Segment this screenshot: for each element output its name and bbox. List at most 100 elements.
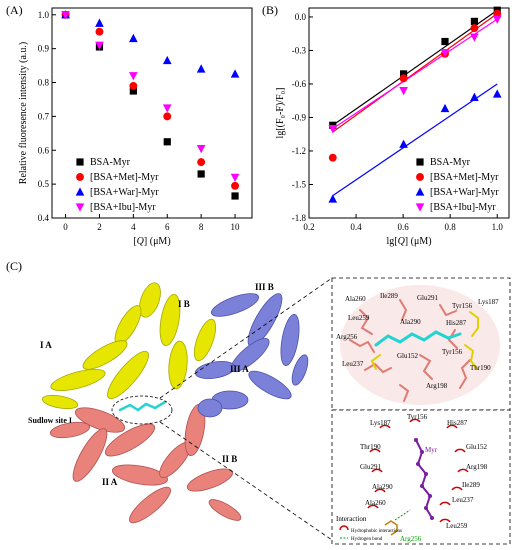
plot-frame: [51, 7, 253, 219]
y-tick-label: -0.6: [292, 79, 307, 89]
x-tick-label: 2: [97, 222, 102, 232]
legend-marker: [416, 173, 424, 181]
y-axis-label: Relative fluoresence intensity (a.u.): [18, 42, 29, 184]
data-point: [230, 173, 240, 183]
protein-structure: [41, 282, 309, 524]
data-point: [441, 37, 449, 46]
plot-frame: [308, 7, 510, 219]
panel-label-a: (A): [6, 3, 23, 17]
data-point: [470, 33, 479, 42]
res2d-ala290: Ala290: [372, 483, 393, 491]
fit-line: [332, 83, 498, 197]
legend-marker: [76, 173, 84, 181]
y-tick-label: 0.5: [38, 179, 50, 189]
ligand-3d: [118, 400, 167, 412]
res2d-ile289: Ile289: [462, 481, 480, 489]
res3d-thr190: Thr190: [470, 364, 491, 372]
legend2d-hydrophobic: Hydrophobic interactions: [351, 529, 402, 534]
res3d-ile289: Ile289: [380, 292, 398, 300]
y-tick-label: 0.0: [295, 12, 307, 22]
x-tick-label: 6: [165, 222, 170, 232]
x-tick-label: 0.6: [397, 222, 409, 232]
data-point: [399, 70, 408, 78]
legend-label: [BSA+Met]-Myr: [430, 172, 499, 183]
legend-marker: [415, 203, 425, 212]
res3d-tyr156-b: Tyr156: [442, 348, 463, 356]
data-point: [470, 17, 479, 26]
y-tick-label: 0.9: [38, 44, 50, 54]
legend-marker: [416, 158, 424, 166]
data-point: [163, 138, 171, 146]
domain-label-IIB: II B: [222, 454, 237, 464]
zoom-line-bottom: [159, 421, 333, 541]
x-tick-label: 8: [199, 222, 204, 232]
data-point: [399, 139, 408, 148]
data-point: [196, 144, 206, 154]
res3d-glu291: Glu291: [417, 294, 439, 302]
res3d-his287: His287: [446, 319, 467, 327]
res2d-ala260: Ala260: [365, 499, 386, 507]
y-tick-label: 0.4: [38, 213, 50, 223]
binding-site-circle: [111, 395, 173, 425]
data-point: [95, 41, 104, 50]
chart-a: 0 2 4 6 8 10 0.4 0.5 0.6 0.7 0.8 0.9 1.0 [Q] (μM) Rela…: [18, 7, 253, 247]
data-point: [440, 103, 450, 113]
y-tick-label: -1.2: [292, 146, 306, 156]
legend-label: BSA-Myr: [90, 157, 131, 168]
legend-label: BSA-Myr: [430, 157, 471, 168]
data-point: [95, 18, 104, 27]
data-point: [129, 72, 138, 81]
domain-III-ribbon: [194, 293, 309, 418]
data-point: [493, 9, 502, 18]
y-tick-label: -1.8: [292, 213, 307, 223]
y-tick-label: 0.7: [38, 111, 50, 121]
data-point: [470, 92, 479, 101]
res2d-leu237: Leu237: [452, 496, 474, 504]
res3d-leu259: Leu259: [348, 314, 370, 322]
res2d-lys187: Lys187: [370, 419, 391, 427]
legend-marker: [75, 203, 85, 212]
y-tick-label: -1.5: [292, 179, 307, 189]
data-point: [162, 55, 172, 65]
inset-2d: [331, 409, 511, 545]
fit-line: [332, 13, 498, 133]
legend-label: [BSA+Met]-Myr: [90, 172, 159, 183]
y-tick-label: 0.8: [38, 78, 50, 88]
data-point: [197, 158, 206, 167]
site-label: Sudlow site I: [28, 416, 72, 425]
x-tick-label: 0.4: [350, 222, 362, 232]
res2d-leu259: Leu259: [446, 522, 468, 530]
x-axis-label: lg[Q] (μM): [386, 236, 431, 247]
data-point: [399, 87, 408, 96]
res2d-tyr156: Tyr156: [407, 413, 428, 421]
inset-3d: [331, 277, 511, 411]
y-tick-label: 0.6: [38, 145, 50, 155]
domain-II-ribbon: [49, 403, 242, 524]
data-point: [61, 11, 70, 20]
data-point: [162, 104, 172, 113]
res2d-myr: Myr: [425, 446, 438, 454]
data-point: [328, 194, 338, 203]
domain-label-IA: I A: [40, 340, 52, 350]
legend2d-hbond: Hydrogen bond: [351, 537, 383, 542]
data-point: [129, 33, 138, 43]
panel-label-c: (C): [6, 259, 22, 273]
domain-I-ribbon: [41, 282, 217, 410]
domain-label-IIA: II A: [102, 477, 118, 487]
domain-label-IIIA: III A: [230, 364, 249, 374]
data-point: [163, 112, 172, 121]
data-point: [328, 153, 337, 162]
data-point: [95, 27, 104, 36]
res2d-his287: His287: [447, 419, 468, 427]
data-point: [197, 170, 205, 178]
res2d-thr190: Thr190: [360, 443, 381, 451]
x-tick-label: 0: [63, 222, 68, 232]
y-axis-label: lg[(F₀-F)/F₀]: [275, 88, 286, 139]
res3d-ala260: Ala260: [345, 295, 366, 303]
data-point: [492, 89, 502, 98]
res2d-glu152: Glu152: [466, 443, 488, 451]
domain-label-IIIB: III B: [255, 282, 274, 292]
res2d-arg256: Arg256: [400, 535, 422, 543]
chart-b: 0.2 0.4 0.6 0.8 1.0 -1.8 -1.5 -1.2 -0.9 -0.6 -0.3 0…: [275, 6, 510, 247]
x-tick-label: 0.2: [303, 222, 314, 232]
